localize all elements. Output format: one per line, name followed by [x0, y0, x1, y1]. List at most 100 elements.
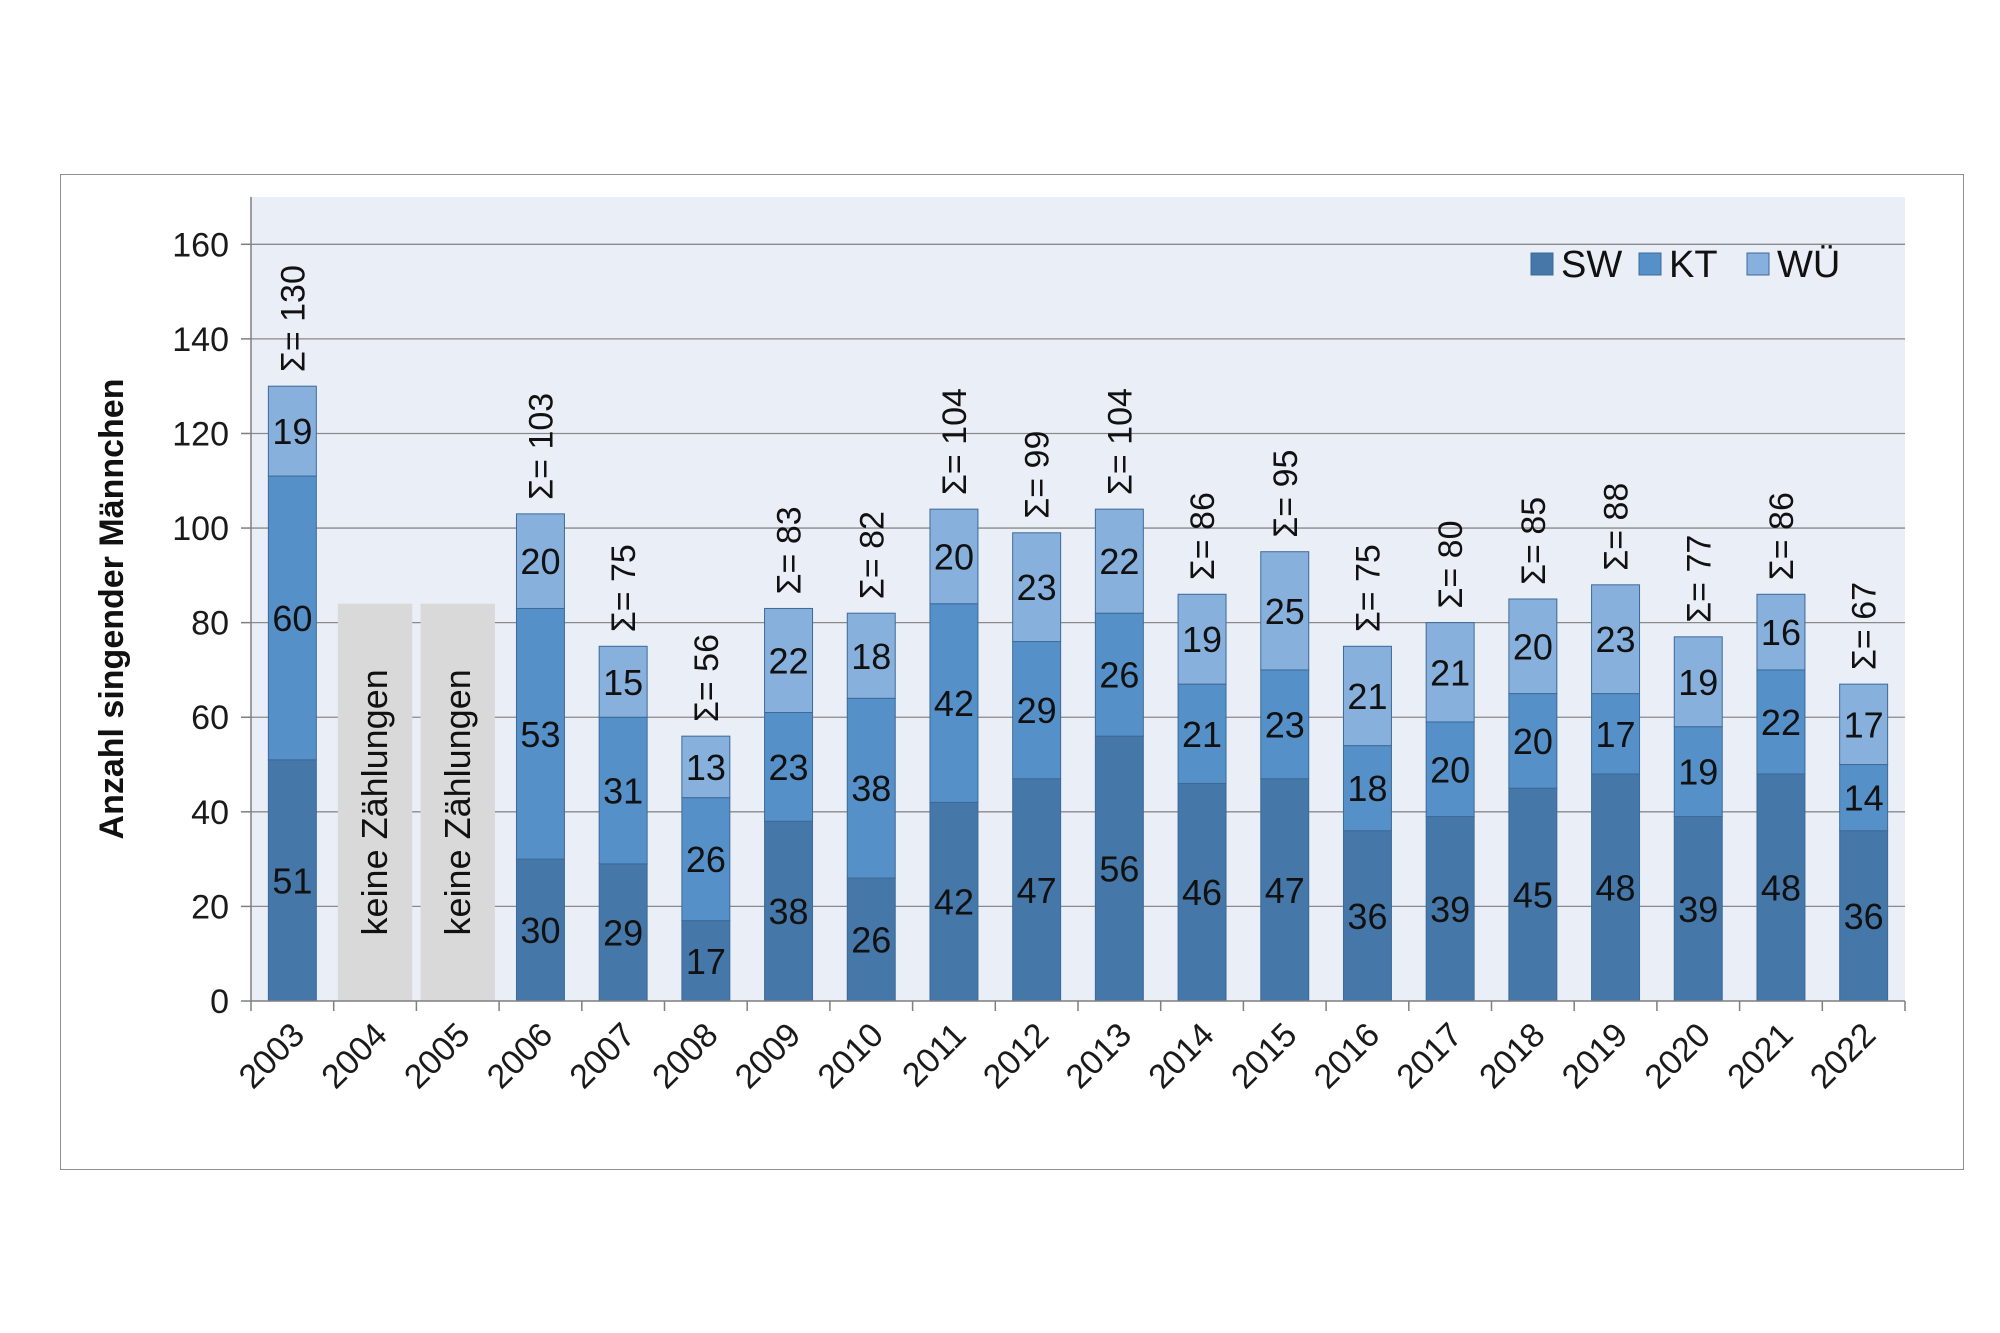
y-axis-title: Anzahl singender Männchen — [93, 379, 131, 840]
bar-segment-sw — [515, 858, 565, 1002]
total-label: Σ= 86 — [1763, 492, 1801, 580]
total-label: Σ= 67 — [1846, 582, 1884, 670]
total-label: Σ= 104 — [1101, 388, 1139, 495]
x-tick-label: 2007 — [562, 1016, 642, 1096]
data-label: 53 — [520, 714, 560, 755]
bar-segment-kt — [267, 475, 317, 761]
bar-segment-wü — [846, 612, 896, 699]
data-label: 20 — [1513, 626, 1553, 667]
data-label: 17 — [686, 941, 726, 982]
total-label: Σ= 83 — [771, 506, 809, 594]
data-label: 31 — [603, 771, 643, 812]
data-label: 51 — [272, 860, 312, 901]
stacked-bar-chart: 0 20 40 60 80 100 120 140 160 Anzahl singender Mä… — [93, 197, 1906, 1096]
legend-label: SW — [1561, 244, 1622, 286]
data-label: 17 — [1844, 704, 1884, 745]
bar-segment-wü — [1839, 683, 1889, 766]
total-label: Σ= 77 — [1680, 535, 1718, 623]
y-tick-label: 60 — [191, 699, 229, 737]
x-tick-label: 2019 — [1555, 1016, 1635, 1096]
data-label: 19 — [1678, 662, 1718, 703]
bar-segment-wü — [1425, 622, 1475, 723]
total-label: Σ= 80 — [1432, 521, 1470, 609]
data-label: 22 — [1099, 541, 1139, 582]
data-label: 22 — [769, 640, 809, 681]
x-tick-label: 2003 — [232, 1016, 312, 1096]
total-label: Σ= 88 — [1598, 483, 1636, 571]
data-label: 26 — [851, 920, 891, 961]
data-label: 18 — [1347, 768, 1387, 809]
data-label: 18 — [851, 636, 891, 677]
bar-segment-wü — [1673, 636, 1723, 728]
bar-segment-sw — [681, 920, 731, 1002]
bar-segment-kt — [681, 797, 731, 922]
bar-segment-wü — [267, 385, 317, 477]
data-label: 47 — [1017, 870, 1057, 911]
bar-segment-kt — [1012, 641, 1062, 780]
bar-segment-kt — [1177, 683, 1227, 784]
total-label: Σ= 130 — [274, 265, 312, 372]
bar-segment-wü — [1260, 551, 1310, 671]
data-label: 48 — [1596, 867, 1636, 908]
bar-segment-kt — [1260, 669, 1310, 780]
data-label: 26 — [1099, 655, 1139, 696]
x-tick-label: 2008 — [645, 1016, 725, 1096]
bar-segment-kt — [1591, 693, 1641, 775]
total-label: Σ= 99 — [1019, 431, 1057, 519]
bar-segment-sw — [1508, 787, 1558, 1002]
bar-segment-sw — [1012, 778, 1062, 1002]
bar-segment-kt — [764, 712, 814, 822]
bar-segment-wü — [598, 645, 648, 718]
data-label: 23 — [769, 747, 809, 788]
data-label: 19 — [1678, 752, 1718, 793]
x-tick-label: 2021 — [1720, 1016, 1800, 1096]
y-tick-label: 120 — [172, 415, 229, 453]
total-label: Σ= 75 — [605, 544, 643, 632]
data-label: 36 — [1844, 896, 1884, 937]
bar-segment-wü — [1508, 598, 1558, 695]
data-label: 23 — [1596, 619, 1636, 660]
data-label: 20 — [1513, 721, 1553, 762]
y-tick-label: 40 — [191, 794, 229, 832]
data-label: 60 — [272, 598, 312, 639]
legend-swatch-sw — [1530, 252, 1554, 276]
data-label: 20 — [1430, 749, 1470, 790]
x-tick-label: 2006 — [480, 1016, 560, 1096]
bar-segment-kt — [1839, 764, 1889, 832]
data-label: 38 — [769, 891, 809, 932]
x-tick-label: 2017 — [1389, 1016, 1469, 1096]
x-tick-label: 2018 — [1472, 1016, 1552, 1096]
y-tick-label: 160 — [172, 226, 229, 264]
x-tick-label: 2010 — [811, 1016, 891, 1096]
data-label: 25 — [1265, 591, 1305, 632]
data-label: 22 — [1761, 702, 1801, 743]
x-tick-label: 2015 — [1224, 1016, 1304, 1096]
data-label: 29 — [1017, 690, 1057, 731]
x-tick-label: 2022 — [1803, 1016, 1883, 1096]
data-label: 14 — [1844, 778, 1884, 819]
data-label: 21 — [1430, 652, 1470, 693]
data-label: 42 — [934, 683, 974, 724]
x-tick-label: 2013 — [1059, 1016, 1139, 1096]
legend-label: KT — [1669, 244, 1718, 286]
bar-segment-wü — [1177, 593, 1227, 685]
data-label: 47 — [1265, 870, 1305, 911]
data-label: 23 — [1265, 704, 1305, 745]
bar-segment-wü — [1342, 645, 1392, 747]
total-label: Σ= 95 — [1267, 450, 1305, 538]
bar-segment-sw — [598, 863, 648, 1002]
data-label: 26 — [686, 839, 726, 880]
x-tick-label: 2009 — [728, 1016, 808, 1096]
data-label: 42 — [934, 882, 974, 923]
data-label: 20 — [934, 536, 974, 577]
bar-segment-kt — [846, 697, 896, 879]
y-tick-label: 0 — [210, 983, 229, 1021]
x-tick-label: 2012 — [976, 1016, 1056, 1096]
bar-segment-kt — [1756, 669, 1806, 775]
data-label: 30 — [520, 910, 560, 951]
bar-segment-sw — [1177, 782, 1227, 1002]
bar-segment-sw — [1839, 830, 1889, 1002]
bar-segment-wü — [1756, 593, 1806, 671]
data-label: 45 — [1513, 875, 1553, 916]
bar-segment-sw — [846, 877, 896, 1002]
